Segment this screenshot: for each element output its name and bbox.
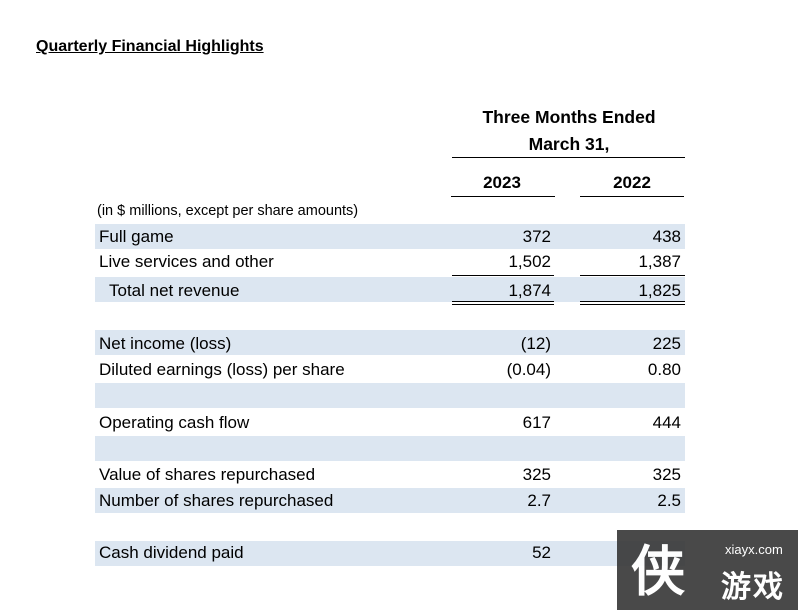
- value-2022-full-game: 438: [652, 227, 681, 246]
- row-band: [95, 436, 685, 461]
- value-2022-net-income: 225: [652, 334, 681, 353]
- value-2023-operating-cash-flow: 617: [522, 413, 551, 432]
- watermark-text: 游戏: [721, 571, 785, 604]
- value-2022-value-shares-repurchased: 325: [652, 465, 681, 484]
- watermark-logo-icon: 侠: [631, 540, 685, 602]
- row-band: [95, 330, 685, 355]
- total-double-rule-2022-b: [580, 304, 685, 305]
- row-label-cash-dividend-paid: Cash dividend paid: [99, 543, 244, 562]
- value-2023-full-game: 372: [522, 227, 551, 246]
- period-header-line1: Three Months Ended: [482, 107, 656, 127]
- row-label-live-services: Live services and other: [99, 252, 274, 271]
- period-header-line2: March 31,: [528, 134, 610, 154]
- row-label-operating-cash-flow: Operating cash flow: [99, 413, 250, 432]
- value-2022-number-shares-repurchased: 2.5: [657, 491, 681, 510]
- column-header-2022: 2022: [613, 173, 651, 192]
- watermark-url: xiayx.com: [725, 542, 783, 557]
- value-2023-value-shares-repurchased: 325: [522, 465, 551, 484]
- subtotal-rule-2022: [580, 275, 685, 276]
- value-2022-total-net-revenue: 1,825: [638, 281, 681, 300]
- svg-text:侠: 侠: [631, 540, 685, 602]
- row-label-number-shares-repurchased: Number of shares repurchased: [99, 491, 334, 510]
- row-label-full-game: Full game: [99, 227, 174, 246]
- period-header-rule: [452, 157, 685, 158]
- value-2023-number-shares-repurchased: 2.7: [527, 491, 551, 510]
- total-double-rule-2022-a: [580, 301, 685, 302]
- row-label-value-shares-repurchased: Value of shares repurchased: [99, 465, 316, 484]
- value-2023-live-services: 1,502: [508, 252, 551, 271]
- site-watermark: 侠 xiayx.com 游戏: [617, 530, 798, 610]
- subtotal-rule-2023: [452, 275, 554, 276]
- row-label-diluted-eps: Diluted earnings (loss) per share: [99, 360, 345, 379]
- value-2022-operating-cash-flow: 444: [652, 413, 681, 432]
- value-2022-live-services: 1,387: [638, 252, 681, 271]
- row-band: [95, 383, 685, 408]
- total-double-rule-2023-b: [452, 304, 554, 305]
- column-header-rule-2023: [451, 196, 555, 197]
- column-header-2023: 2023: [483, 173, 521, 192]
- value-2023-total-net-revenue: 1,874: [508, 281, 551, 300]
- row-band: [95, 277, 685, 302]
- row-band: [95, 488, 685, 513]
- row-label-total-net-revenue: Total net revenue: [109, 281, 240, 300]
- row-band: [95, 224, 685, 249]
- page-title: Quarterly Financial Highlights: [36, 38, 264, 55]
- value-2023-net-income: (12): [520, 334, 551, 353]
- row-band: [95, 541, 685, 566]
- value-2023-cash-dividend-paid: 52: [532, 543, 551, 562]
- total-double-rule-2023-a: [452, 301, 554, 302]
- column-header-rule-2022: [580, 196, 684, 197]
- row-label-net-income: Net income (loss): [99, 334, 232, 353]
- value-2022-diluted-eps: 0.80: [647, 360, 681, 379]
- units-note: (in $ millions, except per share amounts…: [97, 203, 359, 219]
- value-2023-diluted-eps: (0.04): [506, 360, 551, 379]
